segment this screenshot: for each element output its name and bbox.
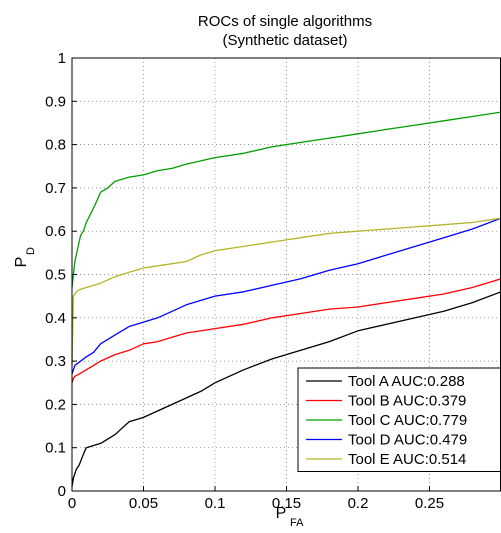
series-line-1 (71, 291, 501, 487)
y-tick-label: 0.3 (45, 353, 66, 370)
chart-title: ROCs of single algorithms (198, 13, 372, 30)
y-axis-label: P D (13, 247, 37, 267)
legend-label-5: Tool E AUC:0.514 (348, 451, 466, 468)
y-tick-label: 0.5 (45, 267, 66, 284)
x-ticks: 0 0.05 0.1 0.15 0.2 0.25 (68, 486, 444, 512)
x-tick-label: 0.05 (129, 495, 158, 512)
legend-label-3: Tool C AUC:0.779 (348, 412, 467, 429)
series-line-4 (71, 217, 501, 375)
x-tick-label: 0 (68, 495, 76, 512)
y-tick-label: 0.2 (45, 396, 66, 413)
series-line-3 (71, 111, 501, 288)
y-ticks: 0 0.1 0.2 0.3 0.4 0.5 0.6 0.7 0.8 0.9 1 (45, 50, 77, 500)
x-tick-label: 0.15 (272, 495, 301, 512)
series-lines (71, 111, 501, 487)
y-tick-label: 0.1 (45, 440, 66, 457)
y-tick-label: 0.4 (45, 310, 66, 327)
legend: Tool A AUC:0.288 Tool B AUC:0.379 Tool C A… (297, 367, 501, 472)
x-tick-label: 0.2 (348, 495, 369, 512)
legend-label-1: Tool A AUC:0.288 (348, 373, 465, 390)
y-tick-label: 0.6 (45, 223, 66, 240)
legend-label-4: Tool D AUC:0.479 (348, 432, 467, 449)
y-tick-label: 0.9 (45, 93, 66, 110)
series-line-5 (71, 217, 501, 366)
x-tick-label: 0.1 (205, 495, 226, 512)
legend-label-2: Tool B AUC:0.379 (348, 393, 466, 410)
chart-subtitle: (Synthetic dataset) (222, 32, 347, 49)
series-line-2 (71, 278, 501, 383)
x-axis-label-sub: FA (290, 517, 304, 529)
y-axis-label-sub: D (25, 247, 37, 255)
y-tick-label: 1 (58, 50, 66, 67)
x-axis-label-main: P (276, 505, 287, 522)
y-tick-label: 0.8 (45, 137, 66, 154)
x-axis-label: P FA (276, 505, 304, 529)
y-tick-label: 0 (58, 483, 66, 500)
x-tick-label: 0.25 (415, 495, 444, 512)
y-tick-label: 0.7 (45, 180, 66, 197)
y-axis-label-main: P (13, 257, 30, 268)
